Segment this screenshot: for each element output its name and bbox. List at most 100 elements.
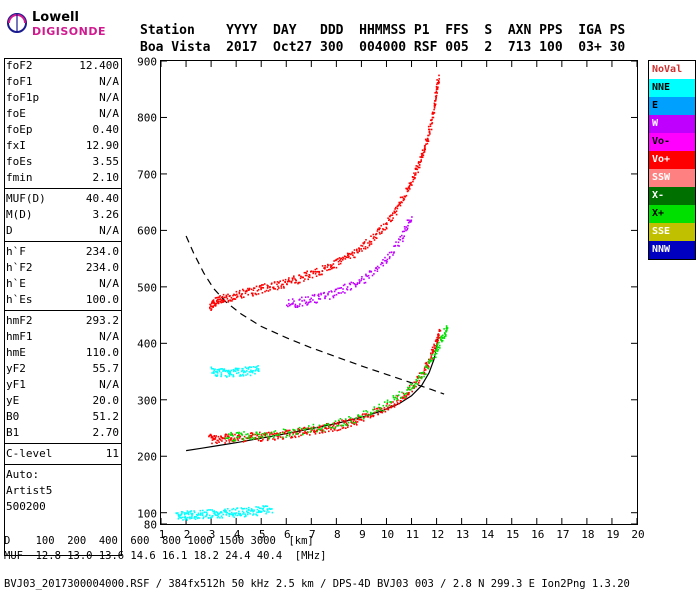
x-axis-tick-label: 7	[309, 528, 316, 541]
trace-o-trace-vo-f2-main	[209, 74, 440, 311]
parameter-divider	[4, 443, 122, 444]
y-axis-tick-label: 600	[137, 224, 157, 238]
x-axis-tick-label: 5	[258, 528, 266, 541]
parameter-key: M(D)	[6, 208, 33, 221]
parameter-value: 40.40	[85, 192, 119, 205]
x-axis-tick-label: 3	[208, 528, 216, 541]
parameter-key: hmF1	[6, 330, 33, 343]
legend-item-nne[interactable]: NNE	[649, 79, 695, 97]
parameter-row: foF1 N/A	[4, 74, 122, 90]
y-axis-tick-label: 700	[137, 168, 157, 182]
muf-scale-line: MUF 12.8 13.0 13.6 14.6 16.1 18.2 24.4 4…	[4, 550, 327, 562]
parameter-value: 2.10	[92, 171, 120, 184]
parameter-key: foEs	[6, 155, 33, 168]
parameter-value: 3.55	[92, 155, 120, 168]
parameter-key: 500200	[6, 500, 46, 513]
parameter-key: foEp	[6, 123, 33, 136]
x-axis-tick-label: 2	[183, 528, 191, 541]
x-axis-tick-label: 12	[430, 528, 445, 541]
legend-item-vo-[interactable]: Vo-	[649, 133, 695, 151]
lowell-digisonde-logo: Lowell DIGISONDE	[6, 10, 118, 40]
trace-es-e-region-nne-	[175, 505, 274, 521]
station-header-line2: Boa Vista 2017 Oct27 300 004000 RSF 005 …	[140, 40, 626, 55]
echo-direction-legend: NoVal NNE E W Vo- Vo+ SSW X- X+ SSE NNW	[648, 60, 696, 260]
legend-item-vo-[interactable]: Vo+	[649, 151, 695, 169]
parameter-row: h`Es 100.0	[4, 292, 122, 308]
x-axis-tick-label: 15	[506, 528, 520, 541]
parameter-value: 2.70	[92, 426, 120, 439]
parameter-row: Auto:	[4, 467, 122, 483]
parameter-key: h`Es	[6, 293, 33, 306]
trace-x-trace-x-	[225, 325, 449, 442]
parameter-value: 0.40	[92, 123, 120, 136]
parameter-key: h`F	[6, 245, 26, 258]
parameter-row: h`F2 234.0	[4, 260, 122, 276]
parameter-key: foF1p	[6, 91, 40, 104]
parameter-key: foE	[6, 107, 26, 120]
parameter-value: 110.0	[85, 346, 119, 359]
parameter-value: 55.7	[92, 362, 120, 375]
parameter-value: 11	[105, 447, 119, 460]
parameter-key: B1	[6, 426, 20, 439]
y-axis-tick-label: 100	[137, 507, 157, 521]
parameter-key: MUF(D)	[6, 192, 46, 205]
legend-item-ssw[interactable]: SSW	[649, 169, 695, 187]
parameter-key: D	[6, 224, 13, 237]
parameter-row: h`E N/A	[4, 276, 122, 292]
parameter-value: 293.2	[85, 314, 119, 327]
parameter-key: fxI	[6, 139, 26, 152]
legend-item-noval[interactable]: NoVal	[649, 61, 695, 79]
legend-item-sse[interactable]: SSE	[649, 223, 695, 241]
parameter-row: hmE 110.0	[4, 345, 122, 361]
x-axis-tick-label: 9	[359, 528, 366, 541]
y-axis-tick-label: 300	[137, 394, 157, 408]
legend-item-w[interactable]: W	[649, 115, 695, 133]
x-axis-tick-label: 1	[158, 528, 166, 541]
parameter-divider	[4, 188, 122, 189]
legend-item-e[interactable]: E	[649, 97, 695, 115]
ionospheric-parameters-table: foF2 12.400 foF1 N/A foF1p N/A foE N/A foEp 0.40 f…	[4, 58, 122, 515]
y-axis-tick-label: 80	[143, 518, 157, 532]
parameter-key: yF2	[6, 362, 26, 375]
parameter-row: 500200	[4, 499, 122, 515]
legend-item-x-[interactable]: X-	[649, 187, 695, 205]
model-profile	[185, 235, 445, 395]
x-axis-tick-label: 19	[606, 528, 620, 541]
parameter-row: B1 2.70	[4, 425, 122, 441]
parameter-key: foF2	[6, 59, 33, 72]
parameter-row: foF2 12.400	[4, 58, 122, 74]
parameter-key: C-level	[6, 447, 53, 460]
legend-item-nnw[interactable]: NNW	[649, 241, 695, 259]
parameter-row: fmin 2.10	[4, 170, 122, 186]
x-axis-tick-label: 20	[631, 528, 645, 541]
x-axis-tick-label: 13	[456, 528, 470, 541]
y-axis-tick-label: 400	[137, 337, 157, 351]
ionogram-traces	[161, 61, 637, 524]
distance-scale-line: D 100 200 400 600 800 1000 1500 3000 [km…	[4, 535, 314, 547]
parameter-value: N/A	[99, 107, 119, 120]
trace-f1-cusp-echoes-nne-	[210, 365, 260, 378]
parameter-row: fxI 12.90	[4, 138, 122, 154]
parameter-key: foF1	[6, 75, 33, 88]
parameter-value: 12.400	[79, 59, 119, 72]
parameter-key: hmF2	[6, 314, 33, 327]
station-header-line1: Station YYYY DAY DDD HHMMSS P1 FFS S AXN…	[140, 23, 626, 38]
x-axis-tick-label: 14	[481, 528, 495, 541]
legend-item-x-[interactable]: X+	[649, 205, 695, 223]
parameter-row: MUF(D) 40.40	[4, 191, 122, 207]
x-axis-tick-label: 18	[581, 528, 595, 541]
parameter-row: C-level 11	[4, 446, 122, 462]
logo-mark-icon	[7, 13, 27, 33]
parameter-value: 3.26	[92, 208, 120, 221]
trace-sporadic-spread-w-vo-	[286, 216, 413, 308]
parameter-key: h`F2	[6, 261, 33, 274]
parameter-row: hmF1 N/A	[4, 329, 122, 345]
parameter-divider	[4, 241, 122, 242]
parameter-row: foF1p N/A	[4, 90, 122, 106]
x-axis-tick-label: 4	[233, 528, 241, 541]
parameter-key: h`E	[6, 277, 26, 290]
parameter-divider	[4, 310, 122, 311]
parameter-row: yF1 N/A	[4, 377, 122, 393]
parameter-value: N/A	[99, 378, 119, 391]
